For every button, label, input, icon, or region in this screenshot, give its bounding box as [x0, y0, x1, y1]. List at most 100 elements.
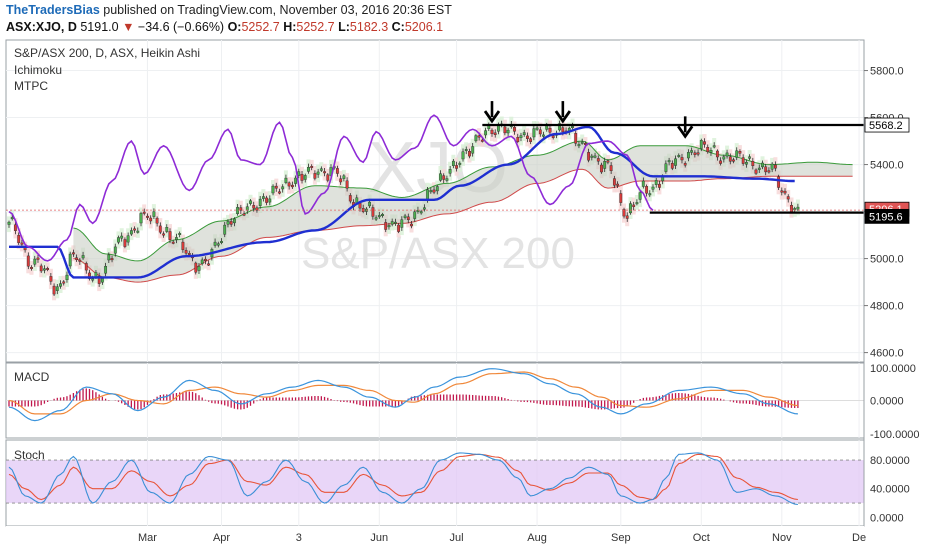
candle-body: [587, 152, 591, 161]
ichimoku-label: Ichimoku: [14, 63, 62, 77]
candle-body: [374, 217, 378, 220]
candle-body: [413, 211, 417, 219]
candle-body: [793, 208, 797, 211]
candle: [342, 174, 346, 182]
candle-body: [390, 221, 394, 225]
candle-body: [622, 209, 626, 217]
candle: [174, 233, 178, 244]
candle: [651, 184, 655, 193]
candle: [55, 284, 59, 295]
candle-body: [303, 175, 307, 180]
candle-body: [165, 226, 169, 232]
candle-body: [274, 185, 278, 189]
candle: [619, 190, 623, 206]
candle: [117, 235, 120, 245]
candle-body: [68, 253, 72, 267]
down-arrow-icon: [554, 101, 571, 124]
time-tick-label: De: [852, 532, 866, 544]
candle: [741, 154, 745, 166]
candle: [632, 201, 636, 211]
candle-body: [680, 157, 684, 161]
candle-body: [632, 204, 636, 207]
candle: [690, 147, 694, 156]
support-resistance-levels[interactable]: [6, 123, 864, 214]
candle: [203, 256, 207, 265]
candle-body: [117, 237, 120, 243]
candle-body: [468, 150, 471, 157]
candle: [680, 153, 684, 164]
candle: [667, 157, 671, 166]
candle: [162, 231, 165, 238]
candle-body: [104, 266, 108, 274]
candle-body: [239, 207, 243, 211]
candle: [26, 252, 30, 270]
candle-body: [146, 215, 149, 218]
candle: [323, 168, 326, 177]
candle-body: [133, 228, 136, 231]
candle-body: [487, 125, 491, 130]
author-link[interactable]: TheTradersBias: [6, 3, 100, 17]
candle-body: [226, 221, 230, 225]
candle-body: [629, 203, 632, 214]
candle: [71, 249, 75, 257]
candle: [17, 232, 21, 245]
candle-body: [371, 207, 375, 217]
candle-body: [149, 217, 153, 222]
candle-body: [158, 225, 162, 233]
candle: [622, 207, 626, 219]
candle: [413, 209, 417, 222]
candle-body: [78, 259, 82, 262]
candle-body: [706, 146, 710, 152]
candle-body: [278, 191, 281, 194]
candle: [310, 164, 314, 171]
candle-body: [139, 213, 143, 224]
candle-body: [593, 155, 597, 158]
candle-body: [316, 171, 320, 175]
candle: [316, 168, 320, 178]
candle-body: [584, 142, 587, 145]
candle-body: [129, 230, 133, 235]
candle-body: [310, 165, 314, 168]
candle-body: [419, 211, 423, 214]
candle-body: [551, 135, 555, 138]
candle-body: [435, 186, 439, 192]
candle: [464, 146, 468, 155]
candle-body: [88, 272, 91, 279]
candle: [703, 138, 706, 148]
candle: [596, 155, 600, 165]
candle-body: [458, 162, 462, 165]
candle-body: [294, 177, 297, 184]
candle-body: [780, 190, 784, 193]
candle-body: [403, 215, 407, 218]
candle: [574, 130, 578, 147]
candle: [699, 138, 703, 152]
candle-body: [49, 276, 53, 282]
candle-body: [712, 145, 716, 148]
candle-body: [687, 152, 690, 159]
candle-body: [265, 197, 268, 203]
candle: [62, 280, 66, 286]
candle-body: [423, 207, 426, 210]
candle-body: [187, 252, 191, 255]
time-tick-label: Nov: [772, 532, 792, 544]
candle-body: [384, 222, 388, 230]
candle: [232, 217, 236, 227]
candle-body: [326, 174, 330, 181]
candle: [146, 213, 149, 220]
open-value: 5252.7: [241, 20, 280, 34]
candle-body: [516, 136, 520, 142]
candle-body: [748, 156, 752, 159]
candle-body: [30, 267, 33, 269]
candle-body: [174, 237, 178, 240]
candle: [738, 149, 742, 157]
indicator-lines: [8, 114, 795, 279]
arrow-head: [554, 110, 571, 124]
candle: [110, 255, 114, 263]
candle-body: [336, 168, 339, 174]
candle-body: [709, 149, 713, 153]
candle: [786, 194, 790, 203]
down-arrow-icon: [677, 116, 694, 139]
candle: [81, 251, 85, 260]
candle: [213, 238, 217, 248]
